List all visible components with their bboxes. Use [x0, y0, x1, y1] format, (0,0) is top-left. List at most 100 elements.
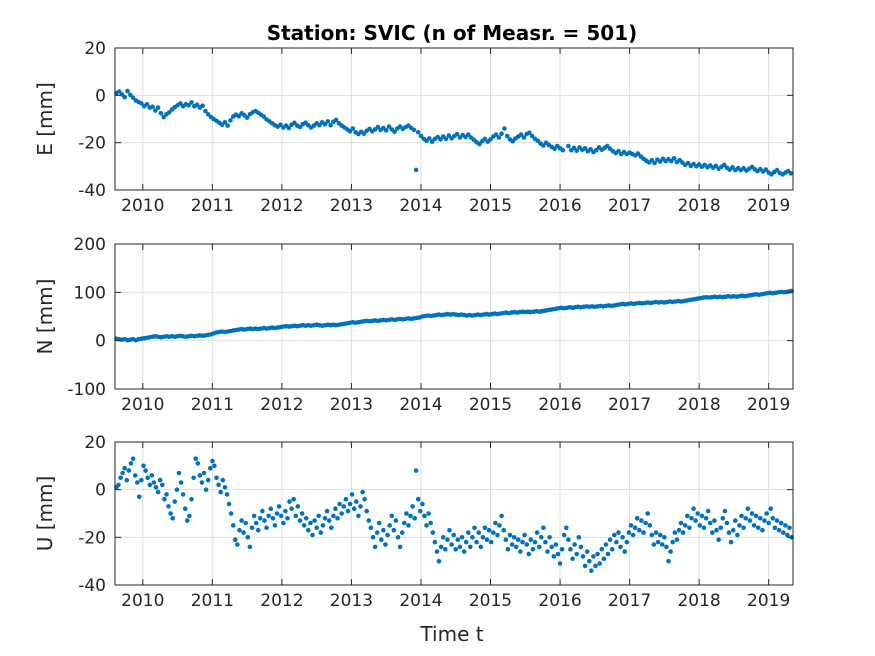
data-point-up — [682, 523, 688, 528]
data-point-east — [278, 122, 283, 127]
data-point-up — [653, 530, 659, 535]
data-point-up — [555, 551, 561, 557]
y-axis-label-east: E [mm] — [33, 82, 57, 156]
data-point-east — [203, 108, 208, 114]
data-point-up — [253, 520, 259, 526]
x-tick-label: 2016 — [538, 196, 581, 216]
data-point-up — [643, 520, 648, 526]
data-point-up — [632, 525, 638, 531]
data-point-up — [549, 544, 554, 550]
data-point-up — [612, 532, 617, 538]
data-point-up — [776, 527, 782, 533]
data-point-up — [601, 556, 607, 562]
data-point-up — [539, 535, 544, 540]
data-point-east — [488, 137, 493, 142]
data-point-up — [170, 516, 175, 521]
data-point-up — [147, 482, 153, 488]
data-point-up — [314, 525, 320, 531]
data-point-up — [718, 525, 723, 531]
data-point-up — [626, 530, 632, 535]
data-point-up — [440, 535, 446, 540]
data-point-up — [543, 539, 548, 545]
data-point-up — [224, 492, 230, 497]
data-point-up — [201, 470, 207, 476]
data-point-up — [424, 523, 429, 528]
data-point-east — [466, 132, 471, 137]
data-point-up — [157, 477, 163, 483]
data-point-up — [755, 525, 761, 531]
data-point-east — [386, 124, 392, 129]
data-point-up — [285, 516, 290, 521]
x-tick-label: 2017 — [608, 395, 651, 415]
data-point-up — [251, 513, 257, 519]
data-point-up — [695, 511, 700, 516]
data-point-east — [297, 124, 303, 130]
data-point-east — [186, 103, 191, 108]
x-tick-label: 2015 — [469, 196, 512, 216]
data-point-up — [306, 527, 311, 533]
data-point-east — [652, 160, 657, 166]
data-point-up — [255, 527, 261, 533]
data-point-up — [176, 470, 182, 476]
data-point-up — [758, 516, 763, 521]
y-tick-label: 0 — [95, 86, 106, 106]
data-point-up — [278, 513, 284, 519]
data-point-up — [735, 532, 740, 538]
data-point-east — [139, 101, 144, 106]
data-point-up — [620, 535, 625, 540]
x-tick-label: 2017 — [608, 196, 651, 216]
data-point-east — [375, 124, 381, 130]
data-point-up — [413, 468, 419, 473]
data-point-up — [374, 530, 380, 535]
data-point-east — [228, 118, 233, 123]
x-tick-label: 2019 — [747, 196, 790, 216]
data-point-east — [322, 121, 328, 127]
data-point-up — [443, 547, 448, 552]
data-point-up — [528, 537, 534, 542]
y-tick-label: 20 — [84, 433, 106, 453]
data-point-east — [521, 135, 527, 140]
data-point-east — [166, 110, 172, 115]
data-point-up — [766, 520, 771, 526]
data-point-up — [291, 496, 297, 502]
data-point-up — [733, 518, 738, 523]
data-point-up — [447, 527, 452, 533]
x-tick-label: 2013 — [330, 591, 373, 611]
data-point-up — [774, 518, 780, 523]
data-point-up — [335, 516, 340, 521]
data-point-up — [406, 523, 411, 528]
data-point-up — [128, 461, 134, 466]
y-tick-label: -20 — [78, 528, 106, 548]
data-point-east — [292, 120, 297, 126]
data-point-up — [345, 508, 351, 514]
data-point-up — [299, 511, 305, 516]
data-point-up — [651, 542, 657, 547]
data-point-up — [582, 563, 588, 569]
x-tick-label: 2018 — [677, 196, 720, 216]
data-point-up — [381, 527, 386, 533]
data-point-up — [364, 508, 370, 514]
data-point-east — [502, 126, 507, 131]
data-point-east — [392, 129, 397, 135]
data-point-up — [293, 513, 299, 519]
y-tick-label: 200 — [74, 235, 106, 255]
data-point-up — [233, 537, 238, 542]
data-point-up — [249, 525, 255, 531]
y-tick-label: 0 — [95, 332, 106, 352]
data-point-up — [438, 544, 444, 550]
data-point-east — [535, 138, 541, 144]
data-point-up — [605, 551, 611, 557]
data-point-up — [303, 516, 309, 521]
data-point-east — [529, 133, 535, 139]
data-point-east — [244, 115, 250, 120]
data-point-up — [397, 544, 403, 550]
data-point-up — [258, 516, 263, 521]
data-point-up — [737, 523, 742, 528]
data-point-up — [655, 539, 661, 545]
data-point-up — [509, 542, 515, 547]
data-point-up — [762, 518, 767, 523]
data-point-up — [226, 501, 232, 507]
data-point-up — [720, 516, 726, 521]
data-point-up — [164, 492, 169, 497]
